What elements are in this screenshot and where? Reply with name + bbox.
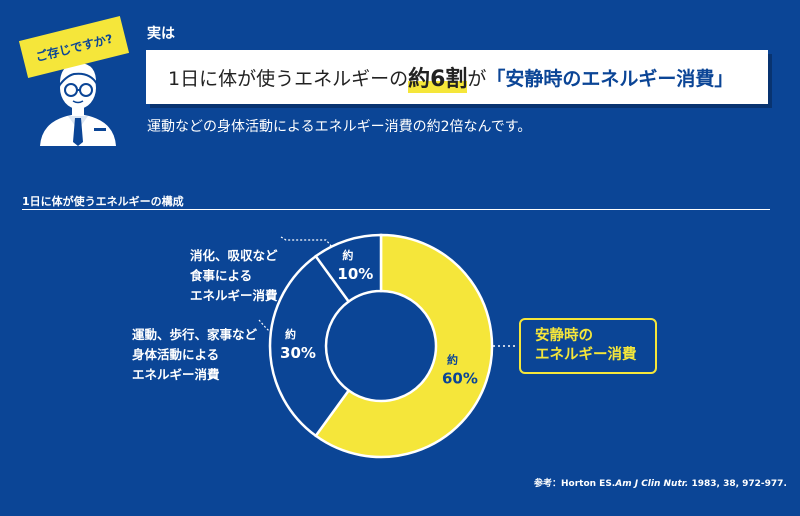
donut-prefix-2: 約 [342, 248, 353, 262]
donut-slice-1 [268, 254, 351, 438]
headline-highlight: 約6割 [408, 61, 468, 93]
headline-text: 1日に体が使うエネルギーの [168, 67, 409, 90]
category-label-activity: 運動、歩行、家事など 身体活動による エネルギー消費 [132, 327, 258, 382]
avatar-illustration [40, 60, 116, 146]
intro-label: 実は [147, 26, 175, 42]
divider [22, 209, 770, 210]
donut-slice-2 [314, 233, 383, 304]
category-label-digestion: 消化、吸収など 食事による エネルギー消費 [190, 248, 278, 303]
donut-value-label-0: 60% [442, 370, 478, 388]
reference-note: 参考：Horton ES.Am J Clin Nutr. 1983, 38, 9… [534, 479, 787, 489]
donut-slice-0 [314, 233, 494, 459]
subtext: 運動などの身体活動によるエネルギー消費の約2倍なんです。 [147, 119, 532, 135]
donut-prefix-1: 約 [285, 327, 296, 341]
headline-accent: 「安静時のエネルギー消費」 [486, 67, 734, 90]
resting-energy-callout: 安静時の エネルギー消費 [519, 318, 657, 374]
headline-particle: が [467, 67, 487, 90]
headline-box: 1日に体が使うエネルギーの 約6割 が 「安静時のエネルギー消費」 [146, 50, 768, 104]
donut-value-label-2: 10% [337, 265, 373, 283]
section-title: 1日に体が使うエネルギーの構成 [22, 195, 184, 208]
donut-chart: 約 60% 約 30% 約 10% [258, 233, 518, 459]
donut-prefix-0: 約 [447, 353, 458, 367]
donut-value-label-1: 30% [280, 344, 316, 362]
